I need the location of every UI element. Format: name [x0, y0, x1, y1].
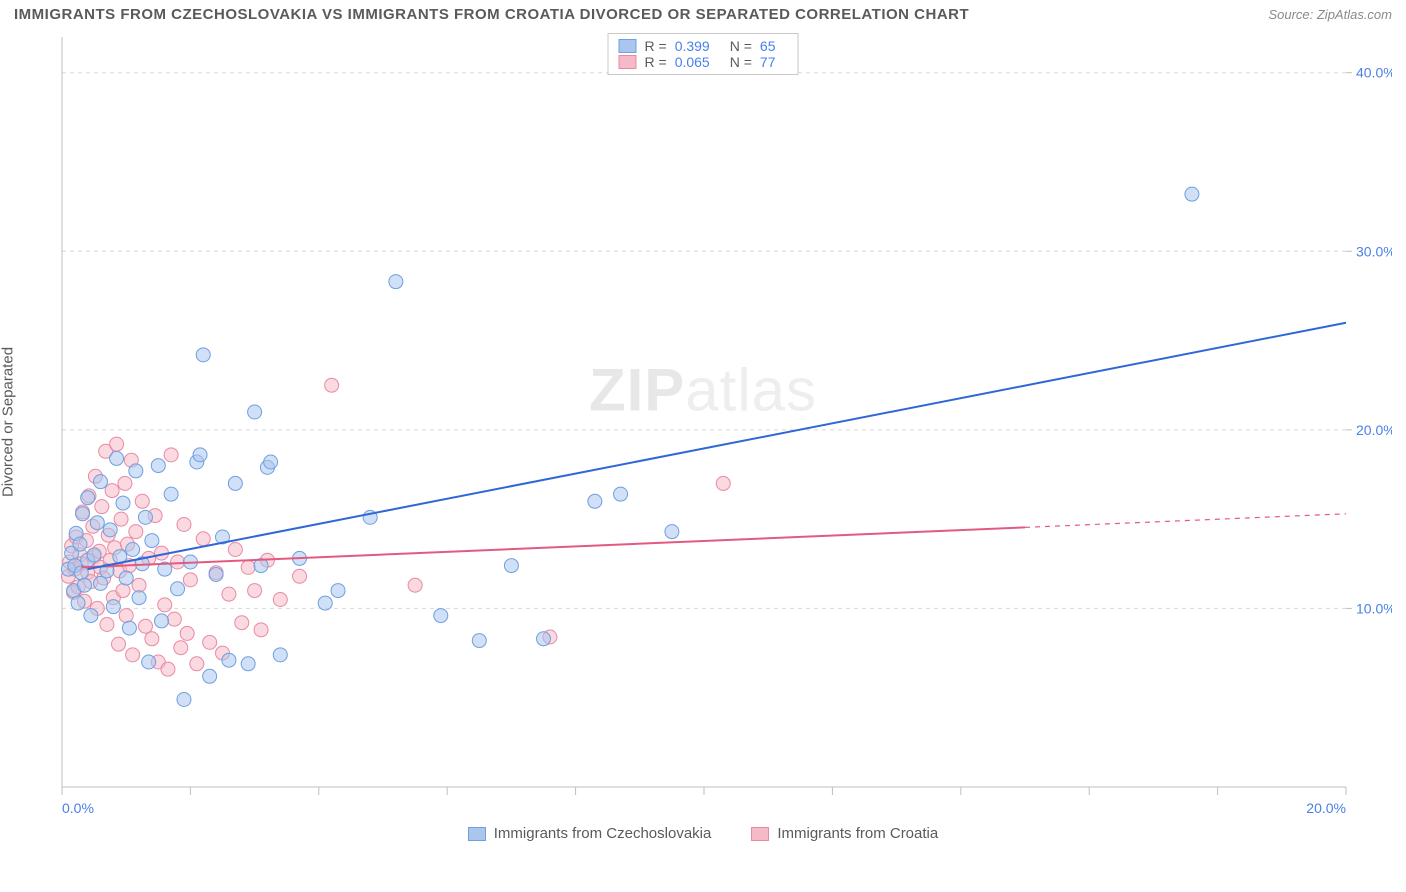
- swatch-croatia: [751, 827, 769, 841]
- svg-text:30.0%: 30.0%: [1356, 243, 1392, 259]
- legend-item-croatia: Immigrants from Croatia: [751, 825, 938, 842]
- legend-label-czechoslovakia: Immigrants from Czechoslovakia: [494, 825, 712, 842]
- legend-label-croatia: Immigrants from Croatia: [777, 825, 938, 842]
- scatter-plot: 0.0% 20.0% 10.0% 20.0% 30.0% 40.0%: [14, 27, 1392, 817]
- svg-text:10.0%: 10.0%: [1356, 600, 1392, 616]
- y-axis-title: Divorced or Separated: [0, 347, 17, 497]
- legend-item-czechoslovakia: Immigrants from Czechoslovakia: [468, 825, 712, 842]
- svg-text:20.0%: 20.0%: [1306, 800, 1346, 816]
- legend-series: Immigrants from Czechoslovakia Immigrant…: [0, 825, 1406, 842]
- svg-text:20.0%: 20.0%: [1356, 422, 1392, 438]
- chart-title: IMMIGRANTS FROM CZECHOSLOVAKIA VS IMMIGR…: [14, 6, 969, 23]
- legend-stats: R =0.399N =65R =0.065N =77: [608, 33, 799, 75]
- source-attribution: Source: ZipAtlas.com: [1268, 7, 1392, 22]
- swatch-czechoslovakia: [468, 827, 486, 841]
- svg-text:40.0%: 40.0%: [1356, 65, 1392, 81]
- svg-text:0.0%: 0.0%: [62, 800, 94, 816]
- chart-area: Divorced or Separated R =0.399N =65R =0.…: [14, 27, 1392, 817]
